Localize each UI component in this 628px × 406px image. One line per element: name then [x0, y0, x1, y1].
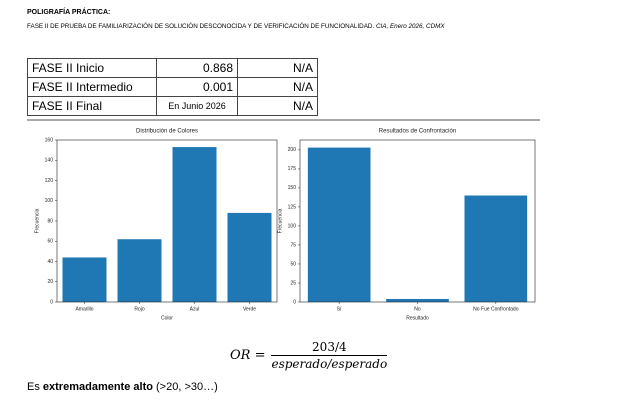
- header-title: POLIGRAFÍA PRÁCTICA:: [27, 9, 111, 16]
- cell: En Junio 2026: [156, 96, 238, 116]
- x-tick-label: Sí: [337, 306, 342, 312]
- y-tick-label: 80: [47, 218, 53, 224]
- bar: [307, 147, 371, 302]
- plot-frame: [56, 139, 278, 303]
- x-tick-label: Azul: [190, 306, 200, 312]
- y-tick-label: 150: [288, 185, 297, 191]
- x-tick-label: No: [414, 306, 421, 312]
- x-axis-label: Resultado: [406, 315, 429, 321]
- y-tick-label: 125: [288, 204, 297, 210]
- x-tick-label: No Fue Confrontado: [473, 306, 519, 312]
- formula: OR = 203/4 esperado/esperado: [230, 340, 388, 371]
- y-tick-label: 50: [290, 261, 296, 267]
- formula-lhs: OR =: [230, 348, 266, 363]
- y-tick-label: 75: [290, 242, 296, 248]
- fraction: 203/4 esperado/esperado: [271, 340, 388, 371]
- bar: [62, 257, 107, 302]
- x-axis-label: Color: [161, 315, 173, 321]
- y-tick-label: 160: [45, 137, 54, 143]
- y-tick-label: 140: [45, 158, 54, 164]
- y-tick-label: 200: [288, 147, 297, 153]
- y-tick-label: 25: [290, 280, 296, 286]
- y-tick-label: 100: [288, 223, 297, 229]
- bar: [172, 147, 217, 302]
- conclusion-prefix: Es: [27, 381, 40, 393]
- bar: [117, 239, 162, 302]
- cell: N/A: [237, 96, 318, 116]
- numerator: 203/4: [312, 340, 347, 354]
- y-tick-label: 0: [50, 299, 53, 305]
- cell: FASE II Inicio: [27, 58, 157, 78]
- y-tick-label: 175: [288, 166, 297, 172]
- cell: FASE II Intermedio: [27, 77, 157, 97]
- header-subtitle: FASE II DE PRUEBA DE FAMILIARIZACIÓN DE …: [27, 23, 445, 30]
- table: FASE II Inicio 0.868 N/A FASE II Intermedi…: [27, 58, 318, 116]
- x-tick-label: Amarillo: [75, 306, 93, 312]
- y-tick-label: 40: [47, 259, 53, 265]
- plot-frame: [299, 139, 536, 303]
- cell: FASE II Final: [27, 96, 157, 116]
- conclusion-suffix: (>20, >30…): [156, 381, 218, 393]
- y-tick-label: 100: [45, 198, 54, 204]
- chart-title: Distribución de Colores: [136, 129, 198, 135]
- denominator: esperado/esperado: [271, 355, 388, 371]
- bar: [464, 195, 528, 302]
- y-tick-label: 60: [47, 239, 53, 245]
- source: CIA, Enero 2026, CDMX: [375, 23, 445, 30]
- x-tick-label: Verde: [243, 306, 256, 312]
- conclusion-emphasis: extremadamente alto: [42, 381, 153, 393]
- conclusion: Es extremadamente alto (>20, >30…): [27, 381, 218, 393]
- y-axis-label: Frecuencia: [34, 208, 40, 233]
- bar: [386, 298, 449, 302]
- chart-title: Resultados de Confrontación: [379, 129, 456, 135]
- x-tick-label: Rojo: [134, 306, 145, 312]
- y-axis-label: Frecuencia: [277, 208, 283, 233]
- subtitle: FASE II DE PRUEBA DE FAMILIARIZACIÓN DE …: [27, 23, 375, 30]
- y-tick-label: 0: [293, 299, 296, 305]
- y-tick-label: 120: [45, 178, 54, 184]
- y-tick-label: 20: [47, 279, 53, 285]
- bar: [227, 212, 272, 302]
